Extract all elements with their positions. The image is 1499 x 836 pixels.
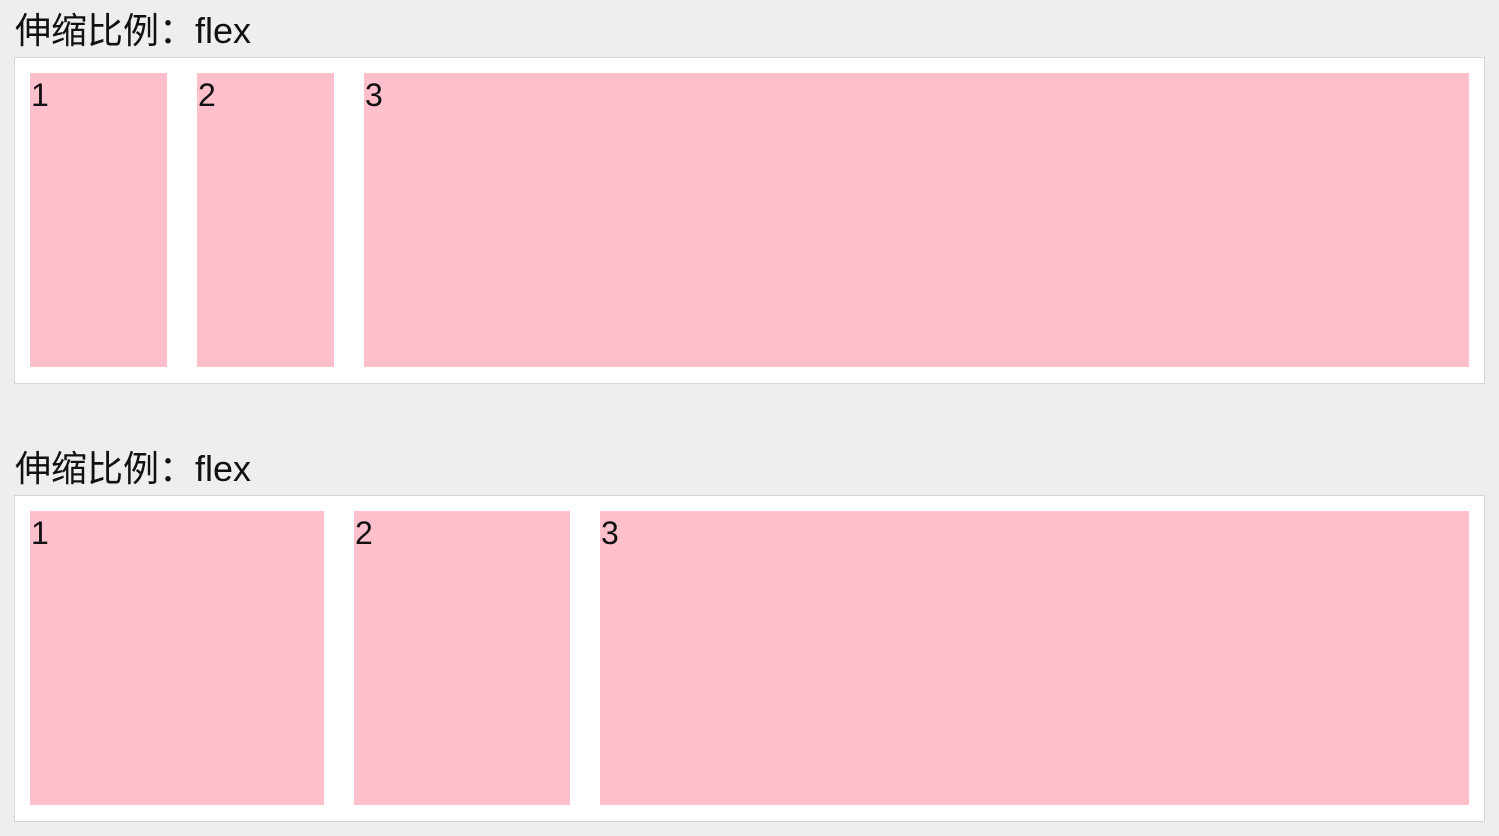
flex-item-1: 1: [30, 73, 167, 367]
flex-item-3: 3: [600, 511, 1469, 805]
section-heading: 伸缩比例：flex: [15, 10, 252, 51]
flex-demo-section-2: 伸缩比例：flex 1 2 3: [14, 438, 1485, 822]
flex-item-1: 1: [30, 511, 324, 805]
section-heading: 伸缩比例：flex: [15, 448, 252, 489]
flex-demo-section-1: 伸缩比例：flex 1 2 3: [14, 0, 1485, 384]
flex-item-2: 2: [197, 73, 334, 367]
flex-item-3: 3: [364, 73, 1469, 367]
flex-item-2: 2: [354, 511, 570, 805]
flex-container: 1 2 3: [14, 57, 1485, 384]
flex-container: 1 2 3: [14, 495, 1485, 822]
